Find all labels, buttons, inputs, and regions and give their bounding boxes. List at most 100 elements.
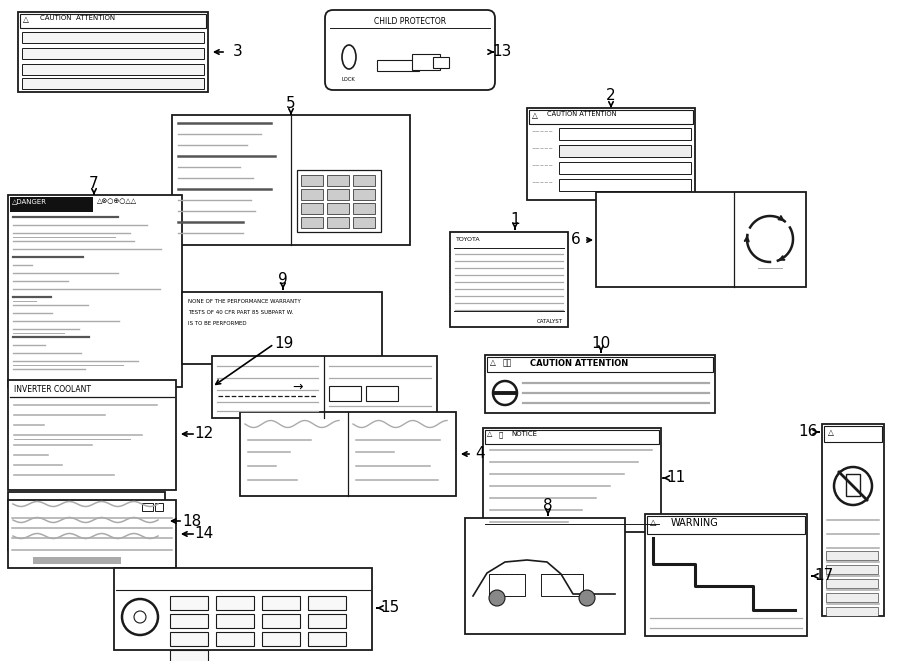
Bar — [170, 650, 208, 661]
Text: 14: 14 — [194, 527, 213, 541]
Bar — [529, 110, 693, 124]
Bar — [216, 632, 254, 646]
Bar — [308, 614, 346, 628]
Text: 19: 19 — [274, 336, 293, 352]
Text: ~~~~~: ~~~~~ — [531, 146, 553, 151]
Bar — [308, 596, 346, 610]
Text: △⊗○⊕○△△: △⊗○⊕○△△ — [97, 198, 137, 204]
Bar — [559, 179, 691, 191]
Bar — [824, 426, 882, 442]
Bar — [8, 492, 165, 550]
Bar — [301, 217, 323, 228]
Circle shape — [489, 590, 505, 606]
Text: △: △ — [532, 111, 538, 120]
Bar — [8, 380, 176, 490]
Bar — [142, 503, 153, 511]
Bar — [212, 356, 437, 418]
Text: CHILD PROTECTOR: CHILD PROTECTOR — [374, 17, 446, 26]
Bar — [172, 115, 410, 245]
Text: 12: 12 — [194, 426, 213, 442]
Text: 8: 8 — [544, 498, 553, 514]
Circle shape — [579, 590, 595, 606]
Bar — [8, 195, 182, 387]
Bar — [826, 551, 878, 560]
Bar — [485, 355, 715, 413]
Bar — [262, 632, 300, 646]
Bar — [541, 574, 583, 596]
Bar — [826, 607, 878, 616]
Bar — [33, 557, 121, 564]
Bar — [487, 357, 713, 372]
Text: CAUTION ATTENTION: CAUTION ATTENTION — [530, 359, 628, 368]
Bar — [433, 57, 449, 68]
Bar — [826, 579, 878, 588]
Text: 17: 17 — [814, 568, 833, 584]
Text: 10: 10 — [591, 336, 610, 350]
Text: 6: 6 — [572, 233, 580, 247]
Text: 16: 16 — [798, 424, 818, 440]
Bar — [559, 145, 691, 157]
Bar — [301, 189, 323, 200]
Bar — [329, 386, 361, 401]
Text: △: △ — [828, 428, 834, 437]
Bar — [301, 203, 323, 214]
Text: 7: 7 — [89, 176, 99, 190]
Text: ~~~~~: ~~~~~ — [531, 129, 553, 134]
Bar — [489, 574, 525, 596]
Bar — [485, 430, 659, 444]
Bar — [22, 78, 204, 89]
Bar — [596, 192, 806, 287]
Text: ~~~~~: ~~~~~ — [531, 180, 553, 185]
Bar — [412, 54, 440, 70]
Text: NOTICE: NOTICE — [511, 431, 537, 437]
Bar — [846, 474, 860, 496]
Bar — [826, 565, 878, 574]
Text: △DANGER: △DANGER — [12, 198, 47, 204]
Bar — [327, 203, 349, 214]
Text: LOCK: LOCK — [342, 77, 356, 82]
Bar — [170, 596, 208, 610]
Bar — [308, 632, 346, 646]
Text: 警告: 警告 — [503, 358, 512, 367]
Text: CATALYST: CATALYST — [537, 319, 563, 324]
Bar — [240, 412, 456, 496]
Bar — [483, 428, 661, 532]
Bar — [353, 203, 375, 214]
Bar — [22, 64, 204, 75]
Bar — [114, 568, 372, 650]
Bar — [170, 632, 208, 646]
Text: TESTS OF 40 CFR PART 85 SUBPART W.: TESTS OF 40 CFR PART 85 SUBPART W. — [188, 310, 293, 315]
Text: 3: 3 — [233, 44, 243, 59]
Bar — [327, 175, 349, 186]
Text: △: △ — [23, 15, 29, 24]
Text: 5: 5 — [286, 95, 296, 110]
Text: WARNING: WARNING — [671, 518, 719, 528]
Text: △: △ — [490, 358, 496, 367]
Text: INVERTER COOLANT: INVERTER COOLANT — [14, 385, 91, 394]
Bar — [22, 48, 204, 59]
Text: 9: 9 — [278, 272, 288, 288]
Bar — [377, 60, 419, 71]
Bar — [327, 217, 349, 228]
Text: →: → — [292, 381, 302, 393]
Bar — [366, 386, 398, 401]
Bar — [645, 514, 807, 636]
Text: CAUTION ATTENTION: CAUTION ATTENTION — [547, 111, 616, 117]
Text: 1: 1 — [510, 212, 520, 227]
Bar — [826, 593, 878, 602]
Bar — [301, 175, 323, 186]
Bar — [155, 503, 163, 511]
Text: IS TO BE PERFORMED: IS TO BE PERFORMED — [188, 321, 247, 326]
Text: CAUTION  ATTENTION: CAUTION ATTENTION — [40, 15, 115, 21]
Bar — [8, 500, 176, 568]
Bar — [182, 292, 382, 364]
Bar — [216, 614, 254, 628]
Bar — [353, 175, 375, 186]
Bar — [262, 596, 300, 610]
Text: 18: 18 — [183, 514, 202, 529]
Text: NONE OF THE PERFORMANCE WARRANTY: NONE OF THE PERFORMANCE WARRANTY — [188, 299, 301, 304]
Bar — [450, 232, 568, 327]
Bar — [262, 614, 300, 628]
Bar — [10, 197, 93, 212]
Bar — [559, 128, 691, 140]
